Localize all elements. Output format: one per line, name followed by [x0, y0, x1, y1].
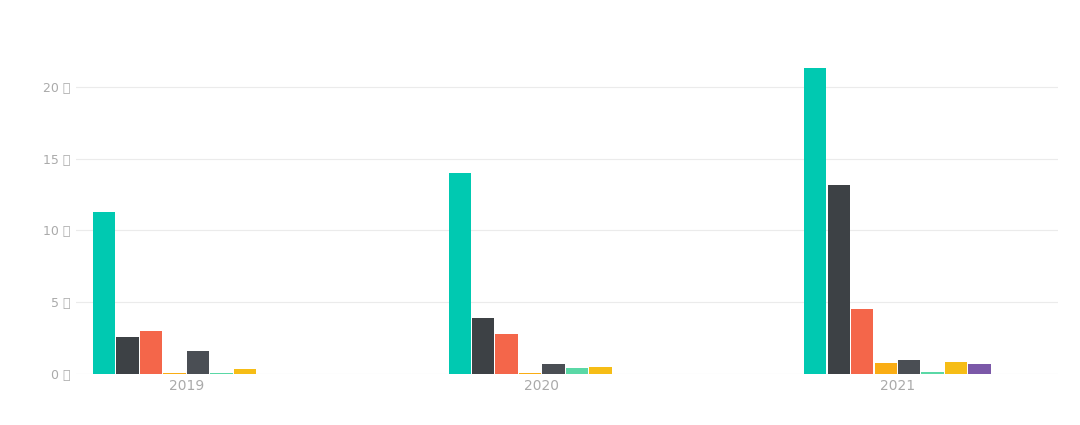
Bar [187, 351, 210, 374]
Bar [211, 373, 232, 374]
Bar [897, 360, 920, 374]
Bar [163, 373, 186, 374]
Bar [851, 309, 874, 374]
Bar [117, 337, 138, 374]
Bar [496, 334, 517, 374]
Bar [969, 364, 990, 374]
Bar [590, 367, 611, 374]
Bar [566, 368, 589, 374]
Bar [945, 362, 968, 374]
Bar [827, 184, 850, 374]
Bar [805, 68, 826, 374]
Bar [448, 173, 471, 374]
Bar [542, 364, 565, 374]
Bar [519, 373, 541, 374]
Bar [875, 363, 896, 374]
Bar [921, 372, 944, 374]
Bar [140, 331, 162, 374]
Bar [234, 369, 256, 374]
Bar [93, 212, 116, 374]
Bar [472, 318, 495, 374]
